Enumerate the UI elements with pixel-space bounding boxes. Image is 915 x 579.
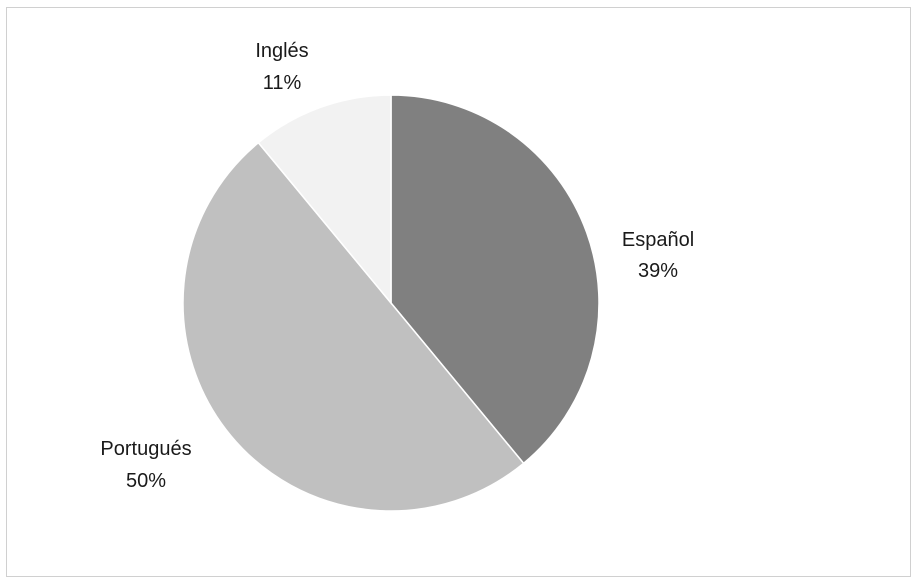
slice-label-percent-portugues: 50% xyxy=(126,470,166,492)
pie-slice-portugues xyxy=(182,141,525,512)
data-labels: Español 39% Portugués 50% Inglés 11% xyxy=(100,40,694,492)
slice-label-percent-espanol: 39% xyxy=(638,260,678,282)
pie-slice-ingles xyxy=(257,94,392,306)
slice-label-name-ingles: Inglés xyxy=(255,40,308,62)
slice-label-name-portugues: Portugués xyxy=(100,438,191,460)
slice-label-percent-ingles: 11% xyxy=(263,72,302,94)
pie-slice-espanol xyxy=(390,94,600,465)
pie-slices xyxy=(182,94,600,512)
slice-label-name-espanol: Español xyxy=(622,229,694,251)
